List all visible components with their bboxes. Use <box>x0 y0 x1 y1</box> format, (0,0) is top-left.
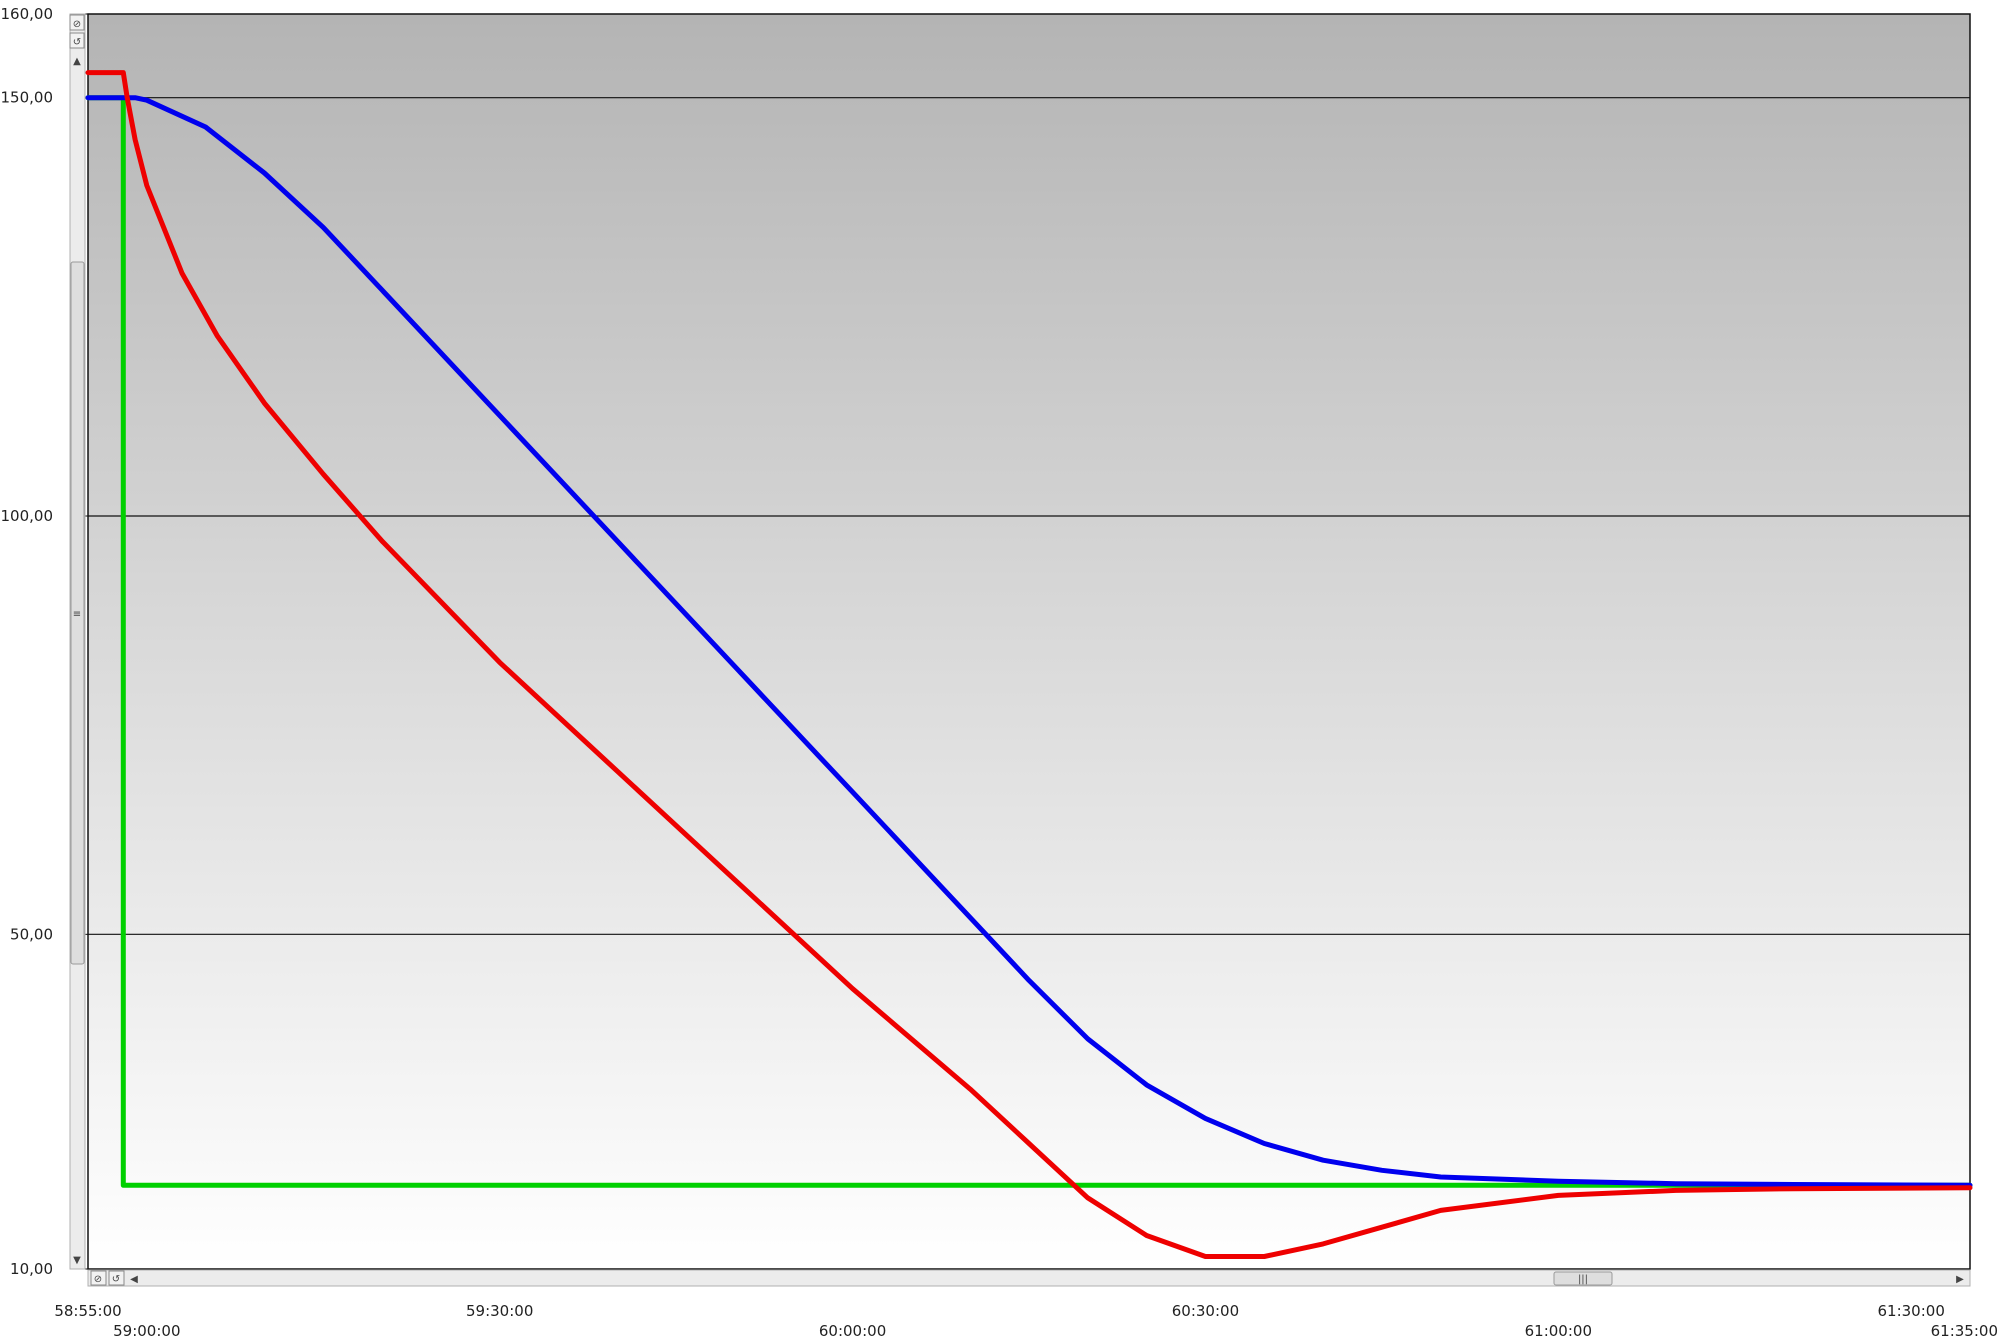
y-tick-label: 10,00 <box>10 1260 53 1278</box>
x-tick-label: 60:30:00 <box>1172 1302 1239 1320</box>
y-reset-button[interactable] <box>69 32 85 49</box>
scroll-right-arrow-icon[interactable]: ▶ <box>1956 1274 1964 1285</box>
y-tick-label: 50,00 <box>10 925 53 943</box>
x-tick-label: 58:55:00 <box>54 1302 121 1320</box>
zoom-out-icon: ⊘ <box>94 1274 102 1285</box>
x-scrollbar-grip-icon: ||| <box>1578 1274 1588 1285</box>
scroll-left-arrow-icon[interactable]: ◀ <box>130 1274 138 1285</box>
y-axis: 160,00 150,00 100,00 50,00 10,00 <box>1 5 88 1278</box>
x-tick-label: 61:35:00 <box>1931 1322 1998 1339</box>
y-tick-label: 150,00 <box>1 89 54 107</box>
x-tick-label: 59:30:00 <box>466 1302 533 1320</box>
zoom-out-icon: ⊘ <box>73 19 81 30</box>
x-zoom-out-button[interactable] <box>90 1270 107 1286</box>
x-tick-label: 59:00:00 <box>113 1322 180 1339</box>
x-scrollbar-thumb[interactable] <box>1553 1271 1613 1286</box>
reset-icon: ↺ <box>73 37 81 48</box>
series-line-2 <box>85 95 1973 1188</box>
y-tick-label: 160,00 <box>1 5 54 23</box>
x-scrollbar[interactable]: ⊘ ↺ ◀ ||| ▶ <box>87 1269 1971 1287</box>
y-scrollbar[interactable]: ⊘ ↺ ▲ ≡ ▼ <box>69 13 86 1270</box>
series-line-3 <box>85 70 1973 1259</box>
scroll-up-arrow-icon[interactable]: ▲ <box>73 56 81 67</box>
y-scrollbar-thumb[interactable] <box>70 261 85 965</box>
plot-area <box>87 13 1971 1270</box>
y-tick-label: 100,00 <box>1 507 54 525</box>
y-scrollbar-grip-icon: ≡ <box>73 609 81 620</box>
reset-icon: ↺ <box>112 1274 120 1285</box>
scroll-down-arrow-icon[interactable]: ▼ <box>73 1255 81 1266</box>
x-tick-label: 61:30:00 <box>1878 1302 1945 1320</box>
y-zoom-out-button[interactable] <box>69 14 85 31</box>
x-scrollbar-track[interactable] <box>87 1269 1971 1287</box>
gridlines <box>88 97 1970 935</box>
x-tick-label: 60:00:00 <box>819 1322 886 1339</box>
series-layer <box>85 70 1973 1259</box>
x-axis: 58:55:00 59:00:00 59:30:00 60:00:00 60:30:00… <box>54 1302 1998 1339</box>
x-tick-label: 61:00:00 <box>1525 1322 1592 1339</box>
x-reset-button[interactable] <box>108 1270 125 1286</box>
